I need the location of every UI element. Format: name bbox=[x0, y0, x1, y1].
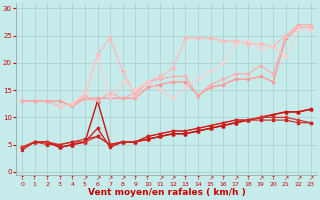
X-axis label: Vent moyen/en rafales ( km/h ): Vent moyen/en rafales ( km/h ) bbox=[88, 188, 245, 197]
